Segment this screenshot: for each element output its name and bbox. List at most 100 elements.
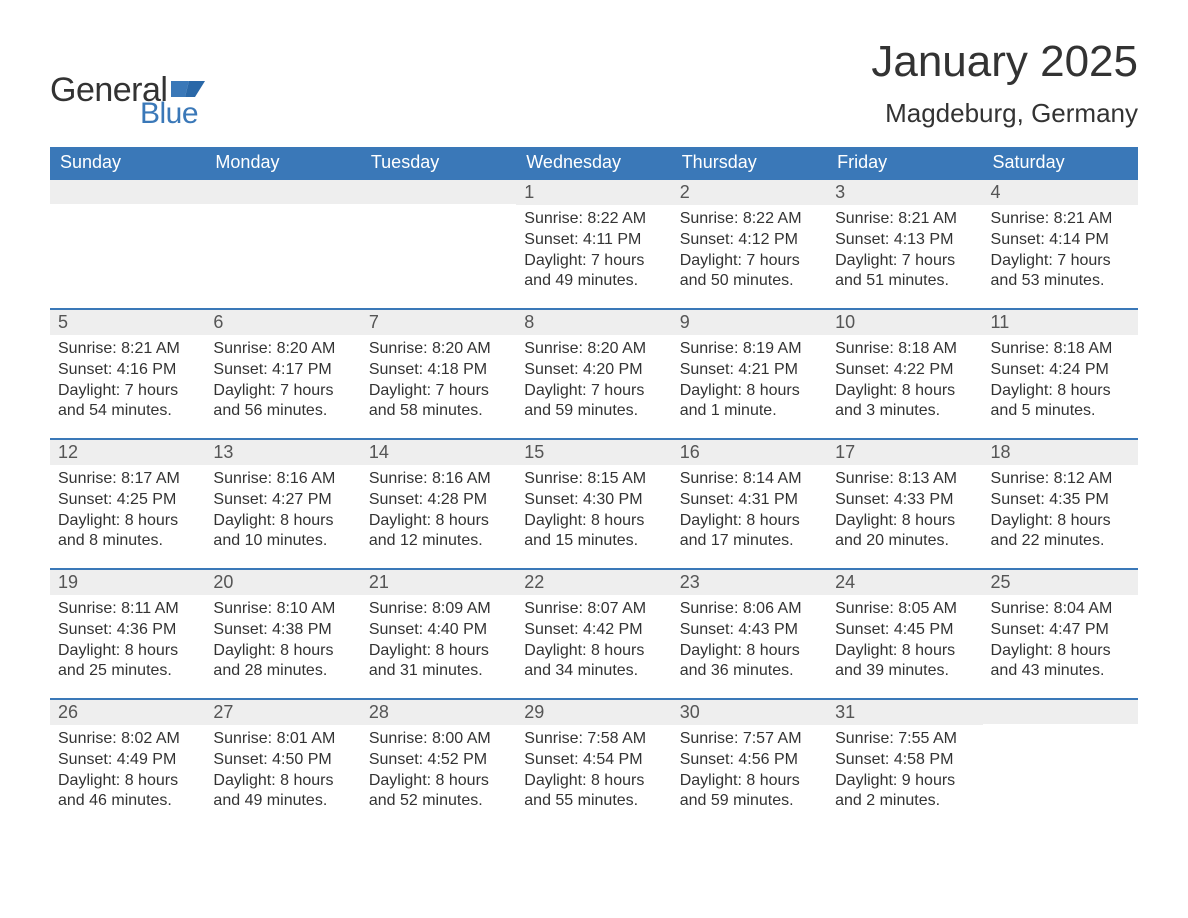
calendar-week-row: 1Sunrise: 8:22 AMSunset: 4:11 PMDaylight… <box>50 178 1138 308</box>
day-daylight2: and 56 minutes. <box>213 401 352 422</box>
day-sunset: Sunset: 4:28 PM <box>369 490 508 511</box>
day-number: 13 <box>205 440 360 465</box>
day-sunset: Sunset: 4:56 PM <box>680 750 819 771</box>
day-sunrise: Sunrise: 8:22 AM <box>524 209 663 230</box>
day-daylight1: Daylight: 8 hours <box>991 511 1130 532</box>
day-number: 30 <box>672 700 827 725</box>
calendar-day-cell: 18Sunrise: 8:12 AMSunset: 4:35 PMDayligh… <box>983 440 1138 568</box>
day-daylight1: Daylight: 8 hours <box>680 771 819 792</box>
day-daylight2: and 12 minutes. <box>369 531 508 552</box>
day-daylight1: Daylight: 8 hours <box>213 641 352 662</box>
day-daylight1: Daylight: 8 hours <box>835 381 974 402</box>
day-daylight2: and 51 minutes. <box>835 271 974 292</box>
day-sunset: Sunset: 4:31 PM <box>680 490 819 511</box>
calendar-week-row: 19Sunrise: 8:11 AMSunset: 4:36 PMDayligh… <box>50 568 1138 698</box>
day-body: Sunrise: 8:00 AMSunset: 4:52 PMDaylight:… <box>361 725 516 820</box>
day-daylight1: Daylight: 8 hours <box>835 641 974 662</box>
calendar-day-cell: 11Sunrise: 8:18 AMSunset: 4:24 PMDayligh… <box>983 310 1138 438</box>
day-sunset: Sunset: 4:17 PM <box>213 360 352 381</box>
calendar-header-cell: Friday <box>827 147 982 178</box>
calendar-day-cell: 9Sunrise: 8:19 AMSunset: 4:21 PMDaylight… <box>672 310 827 438</box>
day-daylight1: Daylight: 8 hours <box>835 511 974 532</box>
calendar-day-cell: 26Sunrise: 8:02 AMSunset: 4:49 PMDayligh… <box>50 700 205 828</box>
page: General Blue January 2025 Magdeburg, Ger… <box>0 0 1188 868</box>
day-sunset: Sunset: 4:13 PM <box>835 230 974 251</box>
day-body: Sunrise: 8:02 AMSunset: 4:49 PMDaylight:… <box>50 725 205 820</box>
day-daylight1: Daylight: 8 hours <box>524 641 663 662</box>
day-sunset: Sunset: 4:18 PM <box>369 360 508 381</box>
day-body: Sunrise: 8:20 AMSunset: 4:17 PMDaylight:… <box>205 335 360 430</box>
calendar-day-cell: 1Sunrise: 8:22 AMSunset: 4:11 PMDaylight… <box>516 180 671 308</box>
day-number: 2 <box>672 180 827 205</box>
day-sunset: Sunset: 4:25 PM <box>58 490 197 511</box>
day-body: Sunrise: 8:20 AMSunset: 4:18 PMDaylight:… <box>361 335 516 430</box>
day-daylight2: and 28 minutes. <box>213 661 352 682</box>
day-body: Sunrise: 8:13 AMSunset: 4:33 PMDaylight:… <box>827 465 982 560</box>
day-number: 14 <box>361 440 516 465</box>
day-sunrise: Sunrise: 8:20 AM <box>369 339 508 360</box>
day-number: 5 <box>50 310 205 335</box>
day-body: Sunrise: 8:15 AMSunset: 4:30 PMDaylight:… <box>516 465 671 560</box>
day-body: Sunrise: 8:22 AMSunset: 4:12 PMDaylight:… <box>672 205 827 300</box>
calendar-week-row: 26Sunrise: 8:02 AMSunset: 4:49 PMDayligh… <box>50 698 1138 828</box>
day-sunrise: Sunrise: 8:20 AM <box>213 339 352 360</box>
calendar-header-cell: Wednesday <box>516 147 671 178</box>
day-number: 25 <box>983 570 1138 595</box>
day-sunset: Sunset: 4:16 PM <box>58 360 197 381</box>
day-sunset: Sunset: 4:14 PM <box>991 230 1130 251</box>
day-sunrise: Sunrise: 8:22 AM <box>680 209 819 230</box>
calendar-day-cell: 17Sunrise: 8:13 AMSunset: 4:33 PMDayligh… <box>827 440 982 568</box>
calendar-day-cell: 20Sunrise: 8:10 AMSunset: 4:38 PMDayligh… <box>205 570 360 698</box>
day-number: 15 <box>516 440 671 465</box>
day-sunrise: Sunrise: 7:58 AM <box>524 729 663 750</box>
day-number: 11 <box>983 310 1138 335</box>
calendar-week-row: 5Sunrise: 8:21 AMSunset: 4:16 PMDaylight… <box>50 308 1138 438</box>
day-sunset: Sunset: 4:11 PM <box>524 230 663 251</box>
day-body: Sunrise: 8:17 AMSunset: 4:25 PMDaylight:… <box>50 465 205 560</box>
day-number: 19 <box>50 570 205 595</box>
day-body <box>361 204 516 216</box>
day-body: Sunrise: 8:06 AMSunset: 4:43 PMDaylight:… <box>672 595 827 690</box>
day-body: Sunrise: 8:01 AMSunset: 4:50 PMDaylight:… <box>205 725 360 820</box>
day-sunset: Sunset: 4:12 PM <box>680 230 819 251</box>
calendar-day-cell: 30Sunrise: 7:57 AMSunset: 4:56 PMDayligh… <box>672 700 827 828</box>
day-daylight2: and 50 minutes. <box>680 271 819 292</box>
calendar-day-cell: 29Sunrise: 7:58 AMSunset: 4:54 PMDayligh… <box>516 700 671 828</box>
day-number: 24 <box>827 570 982 595</box>
calendar-header-cell: Thursday <box>672 147 827 178</box>
day-number: 9 <box>672 310 827 335</box>
calendar: SundayMondayTuesdayWednesdayThursdayFrid… <box>50 147 1138 828</box>
day-body: Sunrise: 8:21 AMSunset: 4:13 PMDaylight:… <box>827 205 982 300</box>
day-daylight1: Daylight: 8 hours <box>213 771 352 792</box>
calendar-header-row: SundayMondayTuesdayWednesdayThursdayFrid… <box>50 147 1138 178</box>
calendar-day-cell: 27Sunrise: 8:01 AMSunset: 4:50 PMDayligh… <box>205 700 360 828</box>
day-sunset: Sunset: 4:24 PM <box>991 360 1130 381</box>
day-sunset: Sunset: 4:54 PM <box>524 750 663 771</box>
calendar-day-cell: 16Sunrise: 8:14 AMSunset: 4:31 PMDayligh… <box>672 440 827 568</box>
day-sunrise: Sunrise: 8:16 AM <box>213 469 352 490</box>
day-body: Sunrise: 8:16 AMSunset: 4:28 PMDaylight:… <box>361 465 516 560</box>
day-daylight2: and 36 minutes. <box>680 661 819 682</box>
day-sunset: Sunset: 4:35 PM <box>991 490 1130 511</box>
calendar-day-cell <box>983 700 1138 828</box>
day-sunset: Sunset: 4:45 PM <box>835 620 974 641</box>
day-sunrise: Sunrise: 8:06 AM <box>680 599 819 620</box>
logo: General Blue <box>50 73 205 129</box>
day-daylight2: and 20 minutes. <box>835 531 974 552</box>
day-body: Sunrise: 7:57 AMSunset: 4:56 PMDaylight:… <box>672 725 827 820</box>
day-sunset: Sunset: 4:22 PM <box>835 360 974 381</box>
day-daylight1: Daylight: 8 hours <box>369 511 508 532</box>
day-sunset: Sunset: 4:30 PM <box>524 490 663 511</box>
calendar-header-cell: Monday <box>205 147 360 178</box>
day-daylight2: and 59 minutes. <box>680 791 819 812</box>
day-number: 17 <box>827 440 982 465</box>
calendar-day-cell: 23Sunrise: 8:06 AMSunset: 4:43 PMDayligh… <box>672 570 827 698</box>
header: General Blue January 2025 Magdeburg, Ger… <box>50 40 1138 129</box>
day-body: Sunrise: 8:20 AMSunset: 4:20 PMDaylight:… <box>516 335 671 430</box>
day-sunset: Sunset: 4:33 PM <box>835 490 974 511</box>
day-sunrise: Sunrise: 8:11 AM <box>58 599 197 620</box>
calendar-day-cell: 2Sunrise: 8:22 AMSunset: 4:12 PMDaylight… <box>672 180 827 308</box>
day-number: 1 <box>516 180 671 205</box>
calendar-day-cell: 8Sunrise: 8:20 AMSunset: 4:20 PMDaylight… <box>516 310 671 438</box>
calendar-day-cell: 14Sunrise: 8:16 AMSunset: 4:28 PMDayligh… <box>361 440 516 568</box>
